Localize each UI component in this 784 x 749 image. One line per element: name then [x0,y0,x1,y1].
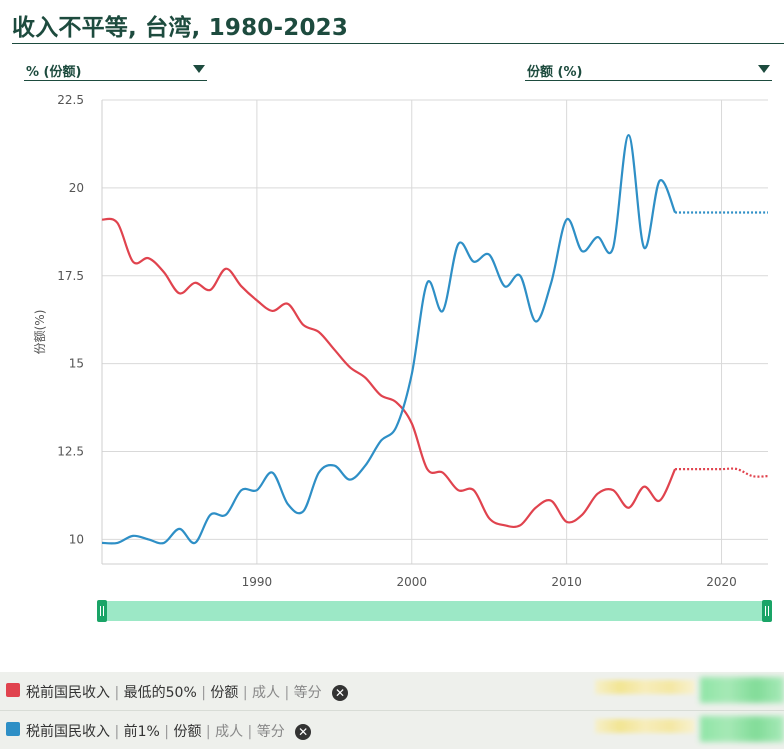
blurred-region [700,716,784,742]
series-line-0 [101,217,677,529]
line-chart: 10 12.5 15 17.5 20 22.5 1990 2000 2010 2020 份额(%) [33,93,769,589]
blurred-region [595,719,695,733]
y-tick-label: 15 [69,357,84,371]
series-line-1 [101,134,677,545]
unit-dropdown[interactable]: % (份额) [24,59,207,81]
time-range-slider[interactable] [101,601,768,621]
caret-down-icon [758,65,770,73]
series-color-swatch [6,683,20,697]
legend-label: 税前国民收入 | 最低的50% | 份额 | 成人 | 等分 ✕ [26,682,349,702]
y-tick-label: 12.5 [57,445,84,459]
indicator-dropdown-label: 份额 (%) [527,65,583,80]
x-tick-label: 2020 [706,575,737,589]
remove-series-icon[interactable]: ✕ [332,685,349,701]
legend-label: 税前国民收入 | 前1% | 份额 | 成人 | 等分 ✕ [26,721,312,741]
blurred-region [595,680,695,694]
range-start-handle[interactable] [97,600,107,622]
y-tick-label: 17.5 [57,269,84,283]
y-tick-label: 22.5 [57,93,84,107]
legend-item-bottom50[interactable]: 税前国民收入 | 最低的50% | 份额 | 成人 | 等分 ✕ [0,672,784,711]
grip-icon [765,606,766,616]
caret-down-icon [193,65,205,73]
chart-title: 收入不平等, 台湾, 1980-2023 [12,15,349,41]
y-axis-label: 份额(%) [33,310,47,355]
chart-grid [102,99,768,564]
title-divider [12,43,784,44]
series-color-swatch [6,722,20,736]
grip-icon [100,606,101,616]
remove-series-icon[interactable]: ✕ [295,724,312,740]
legend-item-top1[interactable]: 税前国民收入 | 前1% | 份额 | 成人 | 等分 ✕ [0,711,784,749]
x-tick-label: 1990 [242,575,273,589]
chart-series [101,134,769,545]
chart-axes: 10 12.5 15 17.5 20 22.5 1990 2000 2010 2020 [57,93,768,589]
x-tick-label: 2010 [551,575,582,589]
range-end-handle[interactable] [762,600,772,622]
y-tick-label: 10 [69,532,84,546]
x-tick-label: 2000 [396,575,427,589]
y-tick-label: 20 [69,181,84,195]
blurred-region [700,677,784,703]
indicator-dropdown[interactable]: 份额 (%) [525,59,772,81]
unit-dropdown-label: % (份额) [26,65,82,80]
